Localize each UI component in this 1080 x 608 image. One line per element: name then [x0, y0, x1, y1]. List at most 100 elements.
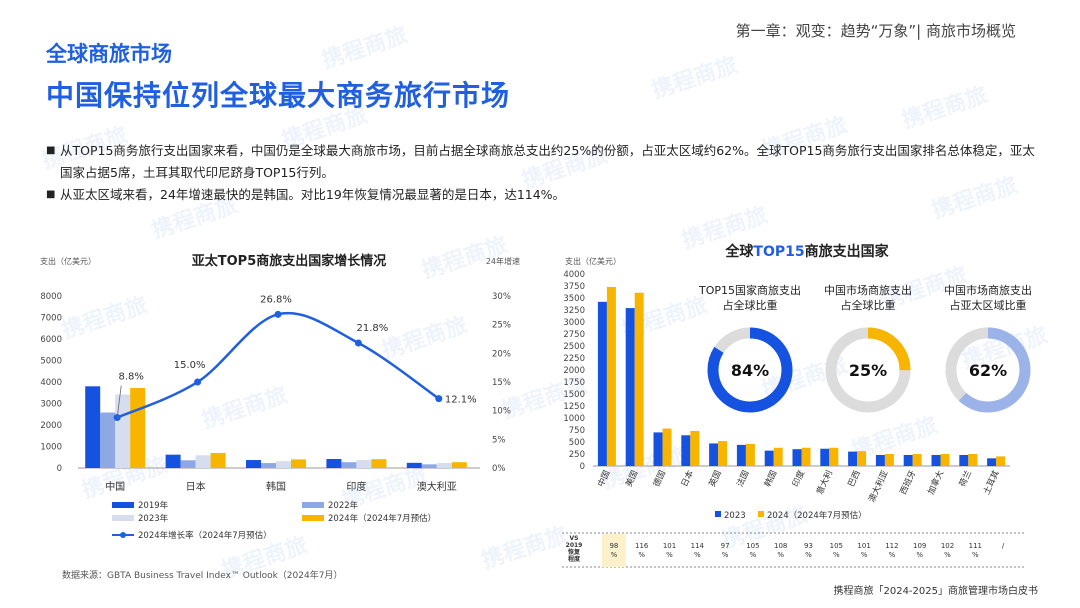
- growth-rate-label: 21.8%: [357, 323, 389, 334]
- x-tick-label: 韩国: [762, 469, 779, 489]
- legend-label: 2024年增长率（2024年7月预估）: [138, 530, 272, 541]
- legend-swatch: [112, 515, 134, 521]
- vs2019-unit: %: [944, 551, 951, 559]
- chart-title-suffix: 商旅支出国家: [805, 243, 890, 260]
- bar-意大利-2024（2024年7月预估）: [829, 447, 839, 466]
- y2-tick-label: 30%: [492, 292, 511, 302]
- donut-title-line1: 中国市场商旅支出: [944, 283, 1032, 297]
- growth-rate-point: [194, 378, 202, 386]
- bar-澳大利亚-2022年: [421, 464, 437, 468]
- donut-value-arc: [707, 327, 793, 413]
- vs2019-highlight-cell: [601, 534, 626, 567]
- label-leader-line: [116, 385, 122, 418]
- x-tick-label: 中国: [105, 480, 125, 493]
- bar-澳大利亚-2019年: [406, 462, 422, 468]
- bar-日本-2024（2024年7月预估）: [690, 430, 700, 466]
- chart-title: 亚太TOP5商旅支出国家增长情况: [192, 253, 387, 269]
- legend-label: 2024年（2024年7月预估）: [328, 513, 436, 524]
- legend-label: 2023: [724, 511, 746, 521]
- watermark-text: 携程商旅: [319, 22, 411, 74]
- bar-美国-2024（2024年7月预估）: [634, 292, 644, 466]
- vs2019-unit: %: [611, 551, 618, 559]
- bar-中国-2019年: [85, 386, 101, 468]
- vs2019-value: 114: [691, 542, 705, 550]
- y-tick-label: 500: [569, 438, 585, 448]
- apac-top5-chart: 支出（亿美元） 24年增速 亚太TOP5商旅支出国家增长情况 0 1000 2000 300…: [40, 253, 520, 541]
- vs2019-unit: %: [722, 551, 729, 559]
- y-axis-label: 支出（亿美元）: [40, 256, 96, 266]
- legend-swatch: [302, 515, 324, 521]
- bullet-text: 从亚太区域来看，24年增速最快的是韩国。对比19年恢复情况最显著的是日本，达11…: [60, 187, 566, 202]
- vs2019-unit: %: [805, 551, 812, 559]
- bar-印度-2023: [792, 449, 802, 466]
- vs2019-value: 101: [857, 542, 870, 550]
- y-tick-label: 3000: [563, 318, 585, 328]
- x-tick-label: 韩国: [266, 480, 286, 493]
- vs2019-value: 98: [609, 542, 618, 550]
- y-tick-label: 2000: [40, 421, 62, 431]
- donut-value-arc: [945, 327, 1031, 413]
- bar-中国-2023: [597, 301, 607, 466]
- y-tick-label: 250: [569, 450, 585, 460]
- donut-title-line2: 占全球比重: [841, 298, 896, 312]
- growth-rate-point: [435, 395, 443, 403]
- vs2019-unit: %: [666, 551, 673, 559]
- growth-rate-label: 12.1%: [445, 395, 477, 406]
- bar-中国-2024年（2024年7月预估）: [130, 388, 146, 468]
- vs2019-row-label: VS: [570, 535, 579, 542]
- x-tick-label: 澳大利亚: [417, 480, 457, 493]
- y2-tick-label: 5%: [492, 435, 506, 445]
- bar-加拿大-2024（2024年7月预估）: [940, 454, 950, 466]
- growth-rate-point: [354, 339, 362, 347]
- growth-rate-line: [116, 311, 440, 419]
- donut-title-line2: 占亚太区域比重: [950, 298, 1027, 312]
- bullet-text: 从TOP15商务旅行支出国家来看，中国仍是全球最大商旅市场，目前占据全球商旅总支…: [60, 143, 1035, 180]
- bar-日本-2022年: [180, 460, 196, 468]
- bar-土耳其-2023: [987, 458, 997, 466]
- x-tick-label: 德国: [651, 469, 668, 489]
- vs2019-row-label: 程度: [567, 555, 581, 563]
- legend-swatch: [758, 511, 764, 517]
- y2-tick-label: 15%: [492, 378, 511, 388]
- x-tick-label: 荷兰: [957, 469, 974, 489]
- x-tick-label: 日本: [186, 480, 206, 493]
- x-tick-label: 美国: [623, 469, 640, 489]
- bar-中国-2022年: [100, 412, 116, 468]
- y-tick-label: 2500: [563, 342, 585, 352]
- y-tick-label: 1500: [563, 390, 585, 400]
- chart-title-highlight: TOP15: [753, 244, 804, 260]
- y-tick-label: 5000: [40, 357, 62, 367]
- vs2019-value: 93: [804, 542, 813, 550]
- bullet-item: ■ 从TOP15商务旅行支出国家来看，中国仍是全球最大商旅市场，目前占据全球商旅…: [46, 140, 1036, 184]
- bar-日本-2019年: [165, 454, 181, 468]
- chapter-title: 第一章：观变：趋势“万象”| 商旅市场概览: [735, 22, 1016, 40]
- vs2019-row-label: 恢复: [568, 548, 581, 556]
- bar-韩国-2024年（2024年7月预估）: [291, 459, 306, 468]
- x-tick-label: 中国: [595, 469, 612, 489]
- vs2019-unit: %: [861, 551, 868, 559]
- legend-line-marker: [120, 532, 126, 538]
- vs2019-value: 111: [969, 542, 982, 550]
- y2-tick-label: 10%: [492, 407, 511, 417]
- y-tick-label: 1750: [563, 378, 585, 388]
- y2-tick-label: 20%: [492, 349, 511, 359]
- legend-label: 2022年: [328, 500, 359, 511]
- vs2019-unit: %: [833, 551, 840, 559]
- x-tick-label: 西班牙: [898, 469, 919, 497]
- footer-text: 携程商旅「2024-2025」商旅管理市场白皮书: [833, 586, 1038, 597]
- bar-意大利-2023: [820, 448, 830, 466]
- bar-韩国-2022年: [261, 463, 276, 468]
- y-tick-label: 4000: [40, 378, 62, 388]
- y-tick-label: 4000: [563, 270, 585, 280]
- growth-rate-label: 15.0%: [174, 360, 206, 371]
- vs2019-value: 97: [721, 542, 730, 550]
- donut-title-line1: TOP15国家商旅支出: [698, 283, 801, 297]
- bar-韩国-2019年: [246, 460, 261, 468]
- bar-法国-2024（2024年7月预估）: [745, 443, 755, 466]
- y-tick-label: 0: [580, 462, 585, 472]
- bar-中国-2024（2024年7月预估）: [606, 286, 616, 466]
- y2-tick-label: 25%: [492, 321, 511, 331]
- y-tick-label: 3250: [563, 306, 585, 316]
- x-tick-label: 澳大利亚: [866, 468, 891, 504]
- x-tick-label: 印度: [790, 468, 807, 489]
